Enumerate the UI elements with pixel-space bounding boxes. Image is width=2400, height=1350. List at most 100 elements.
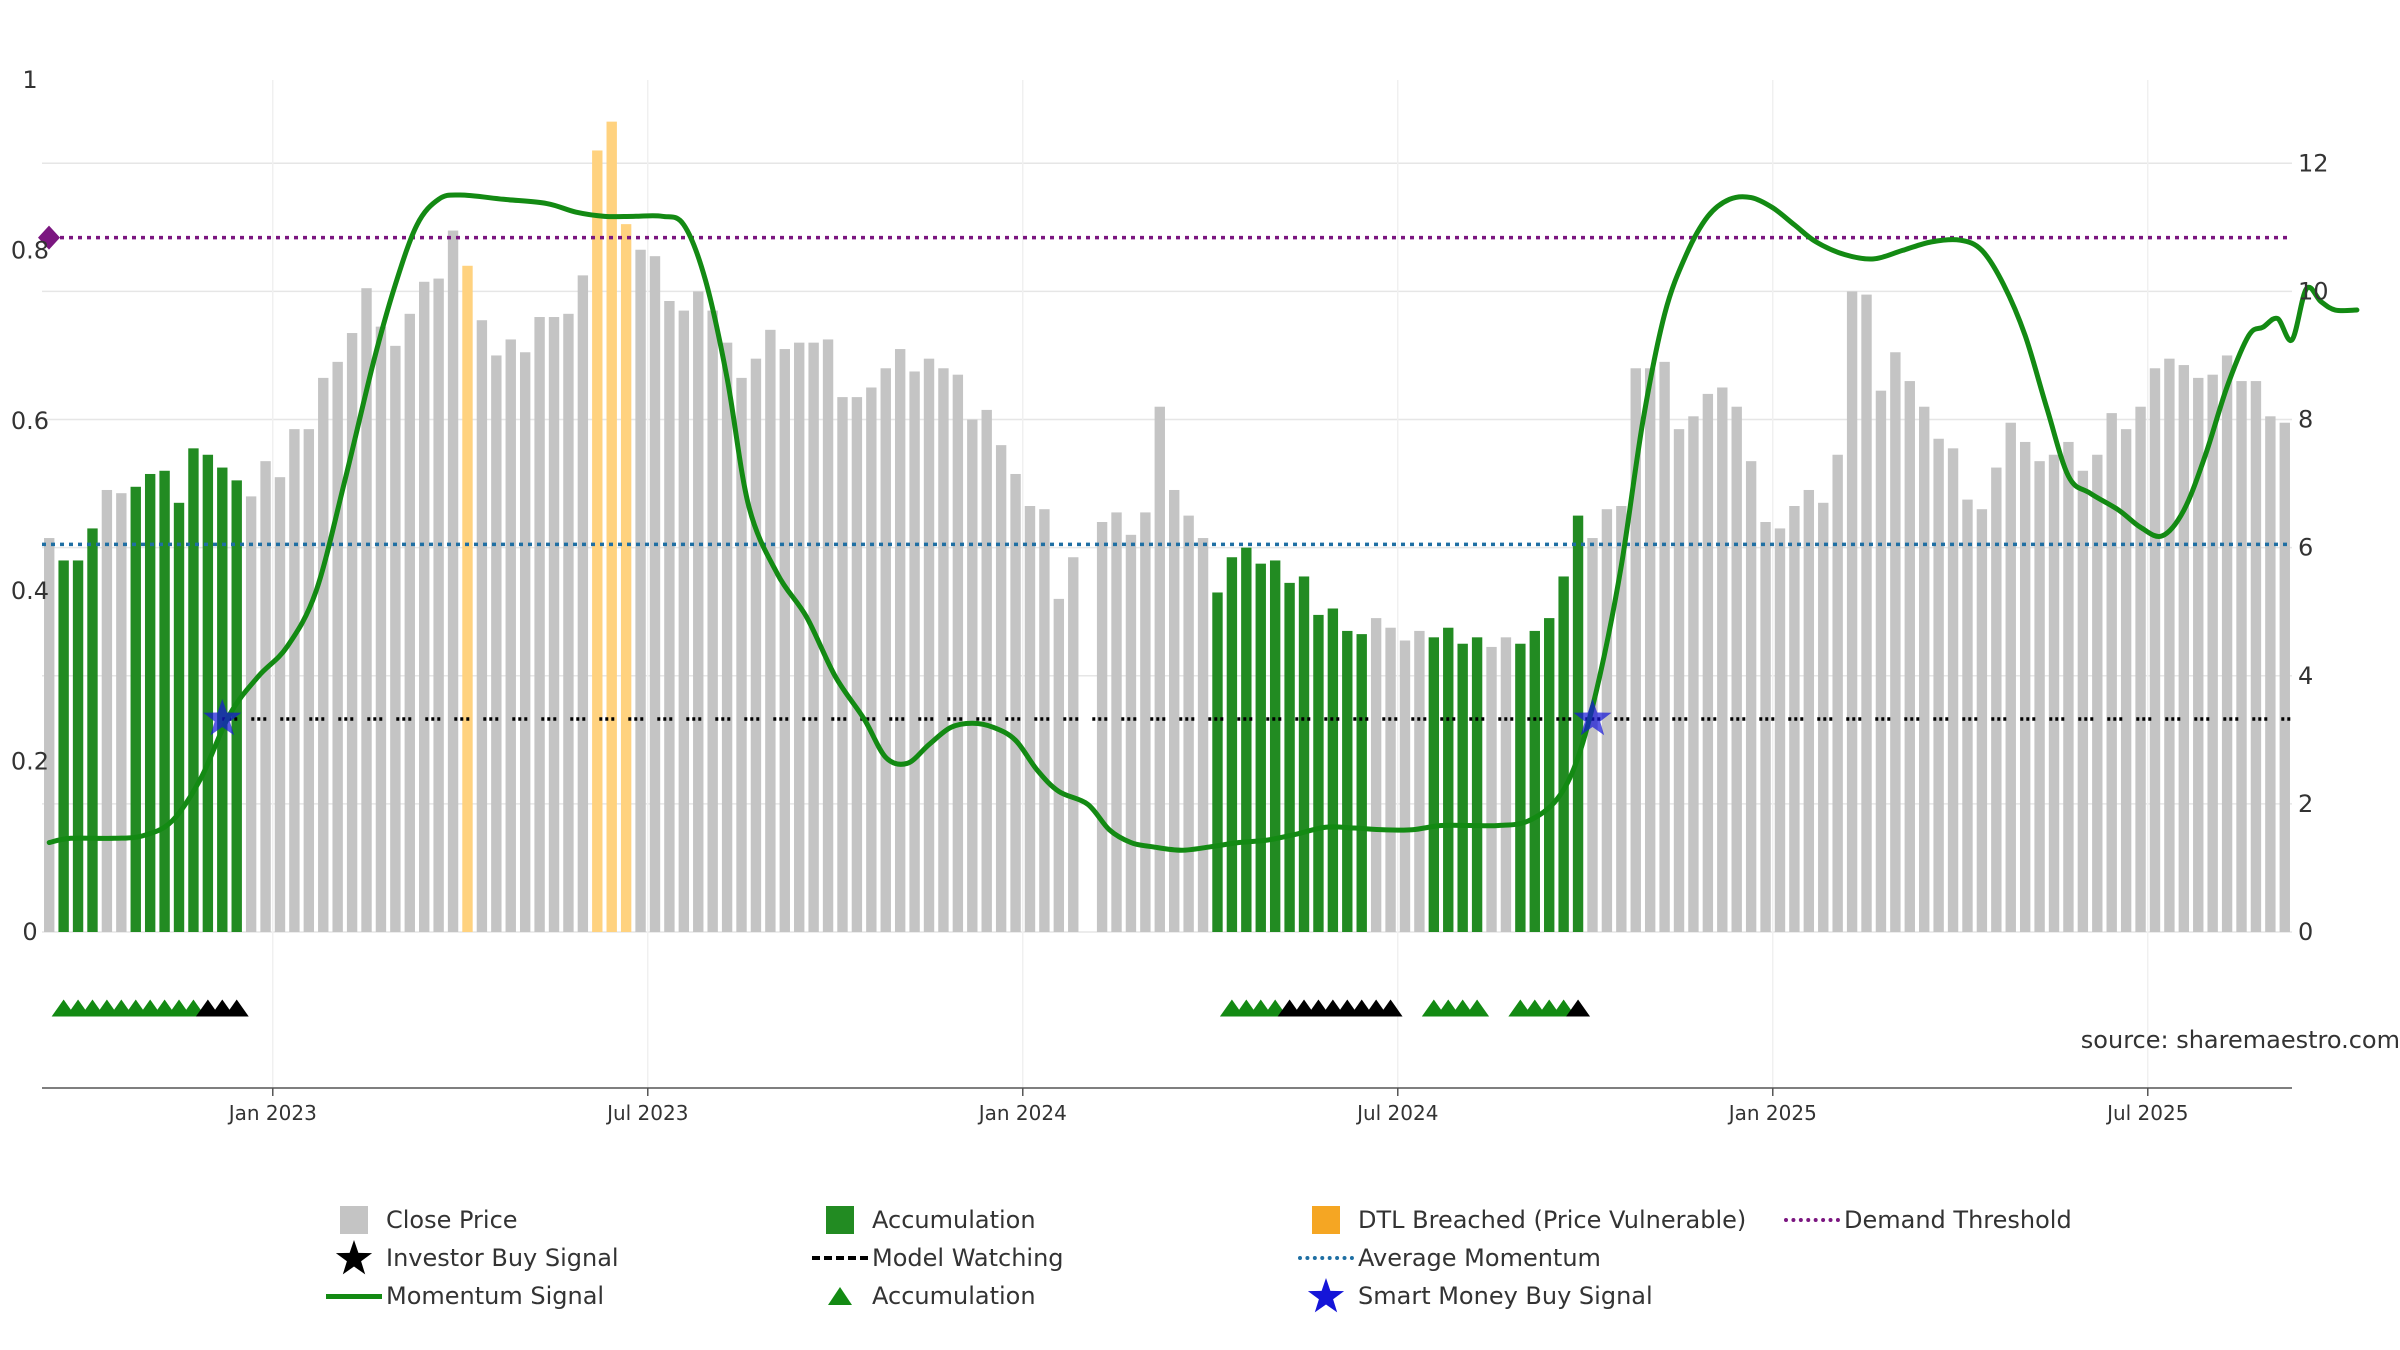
accumulation-bar	[72, 560, 84, 932]
accumulation-bar	[1428, 637, 1440, 932]
accumulation-bar	[159, 470, 170, 932]
close-price-bar	[822, 339, 834, 932]
accumulation-bar	[1356, 634, 1367, 932]
close-price-bar	[361, 288, 372, 932]
close-price-bar	[1702, 393, 1714, 932]
close-price-bar	[794, 342, 805, 932]
close-price-bar	[1587, 538, 1598, 932]
close-price-bar	[2250, 381, 2262, 932]
close-price-bar	[332, 361, 343, 933]
close-price-bar	[2077, 470, 2089, 932]
close-price-bar	[1774, 528, 1786, 932]
close-price-bar	[245, 496, 257, 932]
close-price-bar	[1169, 489, 1180, 932]
x-tick-label: Jan 2023	[227, 1101, 317, 1125]
close-price-bar	[1096, 522, 1108, 932]
close-price-bar	[1919, 406, 1930, 932]
close-price-bar	[1414, 630, 1425, 932]
close-price-bar	[1197, 538, 1209, 932]
close-price-bar	[1745, 461, 1757, 932]
close-price-bar	[534, 317, 545, 932]
left-tick-label: 1	[22, 66, 37, 94]
close-price-bar	[1731, 406, 1742, 932]
accumulation-marker	[1465, 999, 1490, 1017]
close-price-bar	[1760, 522, 1771, 932]
close-price-bar	[1846, 291, 1858, 932]
close-price-bar	[2265, 416, 2276, 932]
close-price-bar	[808, 342, 819, 932]
close-price-bar	[750, 358, 762, 933]
x-tick-label: Jul 2023	[605, 1101, 688, 1125]
accumulation-bar	[1342, 630, 1353, 932]
right-tick-label: 0	[2298, 918, 2313, 946]
close-price-bar	[952, 374, 964, 932]
close-price-bar	[2279, 422, 2290, 932]
accumulation-bar	[130, 486, 141, 932]
price-bars	[44, 121, 2290, 933]
accumulation-bar	[58, 560, 69, 932]
reference-lines	[38, 225, 2292, 721]
close-price-bar	[779, 349, 790, 933]
close-price-bar	[938, 368, 949, 932]
close-price-bar	[548, 317, 560, 932]
close-price-bar	[1370, 618, 1382, 932]
investor-buy-signal-marker	[1378, 999, 1403, 1017]
close-price-bar	[2193, 377, 2204, 932]
close-price-bar	[1890, 352, 1901, 933]
close-price-bar	[2092, 454, 2103, 932]
close-price-bar	[866, 387, 877, 932]
close-price-bar	[1053, 598, 1065, 932]
close-price-bar	[1500, 637, 1512, 932]
close-price-bar	[505, 339, 516, 932]
accumulation-bar	[87, 528, 98, 932]
close-price-bar	[721, 342, 733, 932]
accumulation-bar	[173, 502, 185, 932]
close-price-bar	[664, 301, 675, 932]
x-tick-label: Jul 2025	[2105, 1101, 2188, 1125]
close-price-bar	[1673, 429, 1685, 932]
close-price-bar	[346, 333, 358, 932]
demand-threshold-marker	[38, 225, 60, 250]
left-tick-label: 0.4	[11, 577, 49, 605]
momentum-signal-line	[46, 192, 2360, 853]
close-price-bar	[1039, 509, 1050, 932]
close-price-bar	[1962, 499, 1973, 932]
close-price-bar	[318, 377, 329, 932]
accumulation-bar	[202, 454, 214, 932]
close-price-bar	[433, 278, 444, 933]
accumulation-bar	[144, 473, 156, 932]
smart-money-buy-signal	[1573, 699, 1612, 736]
close-price-bar	[1111, 512, 1122, 932]
close-price-bar	[2221, 355, 2233, 933]
dtl-breached-bar	[606, 121, 617, 932]
close-price-bar	[2164, 358, 2175, 933]
left-tick-label: 0	[22, 918, 37, 946]
close-price-bar	[2178, 365, 2190, 933]
close-price-bar	[2207, 374, 2218, 932]
close-price-bar	[44, 538, 55, 932]
close-price-bar	[519, 352, 531, 933]
close-price-bar	[1010, 473, 1021, 932]
close-price-bar	[491, 355, 502, 933]
close-price-bar	[2048, 454, 2060, 932]
close-price-bar	[1976, 509, 1988, 932]
close-price-bar	[880, 368, 891, 932]
close-price-bar	[1991, 467, 2002, 932]
close-price-bar	[1630, 368, 1641, 932]
close-price-bar	[1140, 512, 1151, 932]
close-price-bar	[116, 493, 127, 932]
close-price-bar	[419, 281, 430, 933]
accumulation-bar	[1226, 557, 1238, 932]
close-price-bar	[563, 313, 574, 932]
x-tick-label: Jan 2024	[977, 1101, 1067, 1125]
close-price-bar	[375, 326, 387, 932]
close-price-bar	[2120, 429, 2132, 932]
accumulation-bar	[1241, 547, 1252, 932]
left-tick-label: 0.8	[11, 236, 49, 264]
dtl-breached-bar	[592, 150, 603, 932]
investor-buy-signal-marker	[1566, 999, 1591, 1017]
close-price-bar	[837, 397, 848, 932]
right-tick-label: 2	[2298, 790, 2313, 818]
close-price-bar	[1861, 294, 1872, 932]
source-label: source: sharemaestro.com	[2081, 1026, 2400, 1054]
